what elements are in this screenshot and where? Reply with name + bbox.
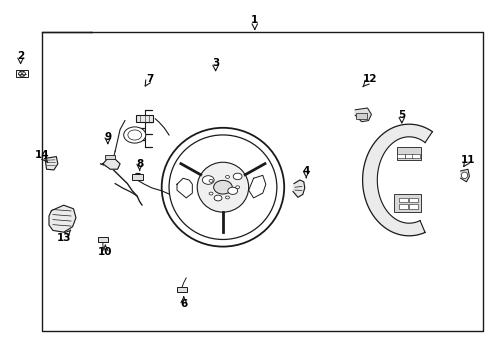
Bar (409, 204, 418, 209)
Text: 4: 4 (302, 166, 310, 176)
Bar (394, 194, 421, 212)
Bar (405, 154, 413, 158)
Text: 5: 5 (398, 110, 405, 120)
Ellipse shape (123, 127, 146, 143)
Bar (397, 147, 421, 160)
Ellipse shape (169, 135, 277, 239)
Bar (409, 198, 418, 202)
Ellipse shape (236, 186, 240, 189)
Text: 8: 8 (136, 159, 143, 169)
Ellipse shape (228, 187, 238, 194)
Bar (136, 115, 153, 122)
Ellipse shape (233, 173, 242, 180)
Ellipse shape (128, 130, 142, 140)
Ellipse shape (225, 196, 229, 199)
Polygon shape (293, 180, 305, 197)
Ellipse shape (209, 192, 213, 195)
Bar (412, 154, 420, 158)
Polygon shape (363, 124, 432, 236)
Ellipse shape (225, 175, 229, 178)
Text: 3: 3 (212, 58, 219, 68)
Ellipse shape (209, 179, 213, 182)
Text: 6: 6 (180, 299, 187, 309)
Text: 1: 1 (251, 15, 258, 25)
Text: 13: 13 (56, 233, 71, 243)
Text: 7: 7 (146, 74, 153, 84)
Ellipse shape (202, 176, 214, 184)
Bar (98, 237, 108, 242)
Polygon shape (103, 158, 120, 169)
Bar (356, 113, 367, 119)
Bar (105, 155, 115, 159)
Bar (16, 70, 28, 77)
Bar (399, 198, 408, 202)
Text: 14: 14 (34, 150, 49, 160)
Polygon shape (461, 169, 469, 182)
Polygon shape (45, 157, 58, 170)
Text: 10: 10 (98, 247, 113, 257)
Text: 12: 12 (363, 74, 377, 84)
Bar (132, 174, 143, 180)
Polygon shape (355, 108, 371, 122)
Polygon shape (49, 205, 76, 232)
Bar (397, 154, 405, 158)
Ellipse shape (19, 71, 25, 76)
Ellipse shape (462, 172, 467, 179)
Ellipse shape (214, 195, 222, 201)
Ellipse shape (197, 162, 249, 212)
Bar (177, 287, 187, 292)
Ellipse shape (214, 180, 232, 194)
Text: 11: 11 (461, 155, 475, 165)
Text: 9: 9 (104, 132, 111, 142)
Bar (399, 204, 408, 209)
Ellipse shape (162, 128, 284, 247)
Text: 2: 2 (17, 51, 24, 61)
